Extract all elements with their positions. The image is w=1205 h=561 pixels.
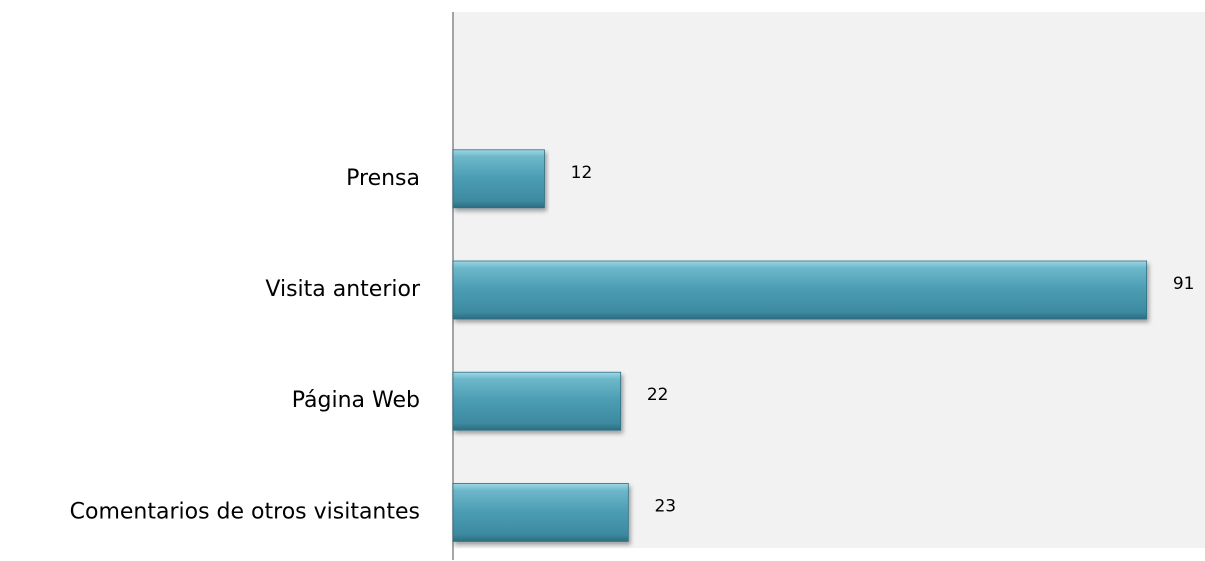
data-label: 12: [571, 163, 593, 183]
y-tick-label: Prensa: [346, 166, 420, 191]
bar: [452, 149, 545, 209]
y-tick-label: Página Web: [292, 388, 420, 413]
y-tick-label: Comentarios de otros visitantes: [70, 499, 420, 524]
data-label: 91: [1173, 274, 1195, 294]
y-tick-label: Visita anterior: [265, 277, 421, 302]
bar: [452, 482, 629, 542]
bar: [452, 371, 622, 431]
data-label: 22: [647, 385, 669, 405]
data-label: 23: [654, 496, 676, 516]
bar: [452, 260, 1148, 320]
